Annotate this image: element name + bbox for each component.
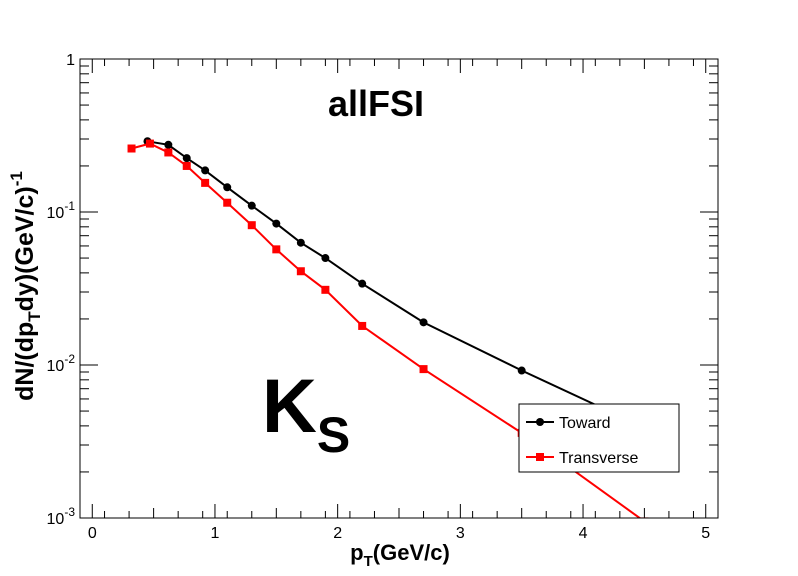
y-tick-label-exponent: -1 [64,199,75,213]
data-point-transverse [182,161,191,170]
legend-entries: Toward Transverse [526,415,639,467]
legend-box [518,403,680,473]
particle-label-main: K [262,364,317,449]
series-toward [143,137,649,432]
data-point-toward [164,140,173,149]
y-axis-title-subscript: T [25,311,44,322]
y-tick-label: 10-2 [47,352,76,375]
data-point-toward [321,254,330,263]
particle-label-subscript: S [317,407,350,463]
y-tick-label-base: 10 [47,358,65,375]
legend-marker [536,453,544,461]
data-point-transverse [419,365,428,374]
y-axis-title-part1: dN/(dp [11,322,39,401]
legend-entry-transverse: Transverse [526,450,639,467]
data-point-transverse [127,144,136,153]
legend-marker [536,418,544,426]
x-tick-label: 5 [701,525,710,542]
y-axis-title-part2: dy)(GeV/c) [11,186,39,311]
data-point-toward [247,201,256,210]
legend-label: Toward [559,415,611,432]
x-axis-title-unit: (GeV/c) [373,540,450,565]
data-point-transverse [201,178,210,187]
legend: Toward Transverse [518,403,680,473]
y-tick-label-base: 10 [47,511,65,528]
data-point-toward [517,366,526,375]
data-point-transverse [272,245,281,254]
y-tick-label: 1 [66,52,75,69]
series-layer [127,137,649,518]
y-tick-label-base: 10 [47,205,65,222]
data-point-transverse [247,221,256,230]
particle-label: KS [262,364,350,463]
data-point-toward [182,154,191,163]
data-point-toward [296,238,305,247]
x-tick-label: 4 [579,525,588,542]
data-point-toward [201,166,210,175]
y-tick-label-exponent: -3 [64,505,75,519]
legend-label: Transverse [559,450,639,467]
data-point-transverse [164,148,173,157]
x-tick-label: 0 [88,525,97,542]
x-tick-label: 1 [211,525,220,542]
data-point-transverse [358,321,367,330]
y-axis-title: dN/(dpTdy)(GeV/c)-1 [7,171,44,401]
y-axis-title-superscript: -1 [7,171,26,186]
x-axis-title-main: p [350,540,363,565]
data-point-transverse [296,267,305,276]
y-tick-label: 10-1 [47,199,76,222]
data-point-toward [419,318,428,327]
x-axis-title: pT(GeV/c) [350,540,450,570]
data-point-transverse [223,198,232,207]
data-point-toward [272,219,281,228]
data-point-transverse [321,285,330,294]
plot-frame [79,58,719,519]
y-tick-label: 10-3 [47,505,76,528]
legend-entry-toward: Toward [526,415,611,432]
data-point-toward [223,183,232,192]
data-point-transverse [145,139,154,148]
x-tick-label: 3 [456,525,465,542]
x-tick-label: 2 [333,525,342,542]
x-axis-title-subscript: T [364,553,373,570]
chart-title: allFSI [328,83,424,124]
data-point-toward [358,279,367,288]
y-tick-label-exponent: -2 [64,352,75,366]
